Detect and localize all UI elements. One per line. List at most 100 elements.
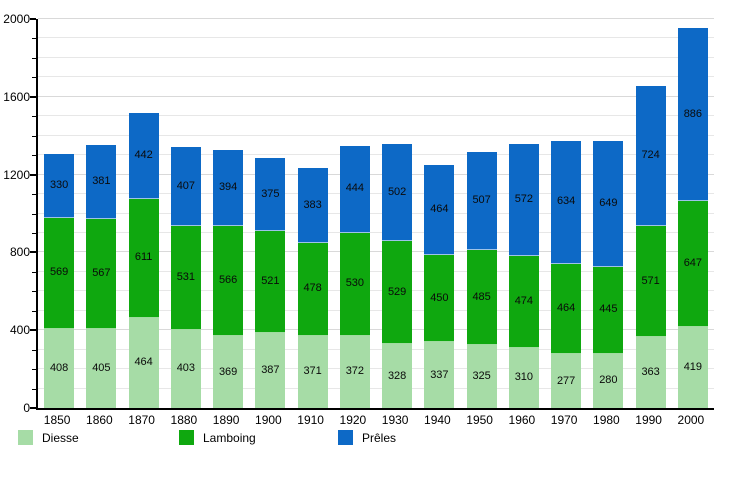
bar-segment-lamboing: 529 xyxy=(382,241,413,345)
bar-1970: 277 464 634 xyxy=(551,19,582,408)
bar-segment-preles: 886 xyxy=(677,28,708,201)
bar-1950: 325 485 507 xyxy=(466,19,497,408)
bar-value-label: 383 xyxy=(303,198,322,211)
bar-segment-preles: 375 xyxy=(255,158,286,232)
bar-slot-1890: 369 566 394 xyxy=(207,19,249,408)
bar-segment-diesse: 325 xyxy=(466,344,497,408)
bar-segment-lamboing: 521 xyxy=(255,231,286,333)
y-axis-tick xyxy=(32,57,36,59)
bar-value-label: 571 xyxy=(641,274,660,287)
bar-segment-lamboing: 531 xyxy=(170,226,201,330)
x-axis-label-1900: 1900 xyxy=(255,413,282,427)
bar-value-label: 634 xyxy=(556,195,576,208)
bar-value-label: 407 xyxy=(176,179,196,192)
bar-value-label: 485 xyxy=(472,290,491,303)
gridline xyxy=(38,348,714,350)
bar-segment-diesse: 372 xyxy=(339,335,370,408)
bar-slot-1900: 387 521 375 xyxy=(249,19,291,408)
bar-slot-1880: 403 531 407 xyxy=(165,19,207,408)
bar-value-label: 464 xyxy=(556,302,576,314)
bar-value-label: 529 xyxy=(387,285,407,298)
bar-segment-lamboing: 569 xyxy=(44,218,75,329)
bar-value-label: 387 xyxy=(261,363,280,376)
legend-item-preles: Prêles xyxy=(338,430,396,445)
y-axis-tick xyxy=(32,388,36,390)
x-axis-label-1910: 1910 xyxy=(297,413,324,427)
y-axis-label: 1200 xyxy=(3,167,30,182)
bar-1930: 328 529 502 xyxy=(382,19,413,408)
legend-item-lamboing: Lamboing xyxy=(179,430,256,445)
bar-segment-preles: 383 xyxy=(297,168,328,243)
x-axis-label-1850: 1850 xyxy=(43,413,71,427)
bar-segment-lamboing: 530 xyxy=(339,232,370,336)
x-axis-label-2000: 2000 xyxy=(677,413,705,427)
bar-value-label: 445 xyxy=(599,303,618,316)
y-axis-tick xyxy=(30,251,36,254)
bar-slot-1870: 464 611 442 xyxy=(123,19,165,408)
bar-slot-2000: 419 647 886 xyxy=(672,19,714,408)
y-axis-tick xyxy=(32,213,36,215)
bar-segment-diesse: 403 xyxy=(170,329,201,408)
gridline xyxy=(38,387,714,389)
x-axis-label-1940: 1940 xyxy=(424,413,451,427)
bar-value-label: 403 xyxy=(176,362,196,375)
x-axis-label-1880: 1880 xyxy=(170,413,198,427)
bar-slot-1950: 325 485 507 xyxy=(461,19,503,408)
bar-value-label: 724 xyxy=(641,148,660,161)
bar-segment-preles: 724 xyxy=(635,85,666,227)
bar-value-label: 530 xyxy=(345,277,365,290)
bar-slot-1960: 310 474 572 xyxy=(503,19,545,408)
bar-segment-lamboing: 485 xyxy=(466,250,497,345)
bar-value-label: 566 xyxy=(218,274,238,287)
y-axis-tick xyxy=(32,38,36,40)
bar-slot-1990: 363 571 724 xyxy=(630,19,672,408)
bar-value-label: 442 xyxy=(134,148,153,161)
bar-1980: 280 445 649 xyxy=(593,19,624,408)
plot-area: 0 400 800 1200 1600 2000 408 569 330 405 567 381 46… xyxy=(3,13,714,414)
x-axis-label-1860: 1860 xyxy=(86,413,113,427)
x-axis-label-1990: 1990 xyxy=(635,413,662,427)
x-axis-label-1890: 1890 xyxy=(212,413,240,427)
bar-value-label: 572 xyxy=(514,192,534,205)
x-axis-label-1870: 1870 xyxy=(128,413,155,427)
gridline xyxy=(38,173,714,175)
bar-value-label: 280 xyxy=(599,374,618,387)
bar-value-label: 419 xyxy=(683,360,703,373)
bar-value-label: 325 xyxy=(472,369,491,382)
bar-segment-lamboing: 450 xyxy=(424,254,455,343)
gridline xyxy=(38,270,714,272)
bar-segment-preles: 394 xyxy=(213,149,244,227)
bar-value-label: 381 xyxy=(92,174,111,187)
legend-label-diesse: Diesse xyxy=(42,430,79,445)
bar-segment-lamboing: 571 xyxy=(635,226,666,338)
gridline xyxy=(38,193,714,195)
bar-segment-lamboing: 464 xyxy=(551,263,582,355)
bar-segment-preles: 634 xyxy=(551,140,582,264)
bar-segment-diesse: 337 xyxy=(424,342,455,408)
legend-swatch-diesse xyxy=(18,430,33,445)
bar-value-label: 375 xyxy=(261,187,280,200)
gridline xyxy=(38,368,714,370)
bar-segment-diesse: 369 xyxy=(213,336,244,408)
y-axis-label: 400 xyxy=(9,323,30,338)
bar-segment-diesse: 387 xyxy=(255,332,286,408)
bar-value-label: 474 xyxy=(514,294,534,307)
bar-segment-preles: 507 xyxy=(466,151,497,251)
gridline xyxy=(38,290,714,292)
bar-segment-lamboing: 478 xyxy=(297,242,328,336)
gridline xyxy=(38,37,714,39)
bar-1940: 337 450 464 xyxy=(424,19,455,408)
bar-segment-lamboing: 611 xyxy=(128,198,159,318)
gridline xyxy=(38,309,714,311)
gridline xyxy=(38,212,714,214)
bar-value-label: 507 xyxy=(472,194,491,207)
bar-segment-lamboing: 566 xyxy=(213,226,244,337)
y-axis-tick xyxy=(32,155,36,157)
bar-slot-1860: 405 567 381 xyxy=(80,19,122,408)
bar-segment-diesse: 363 xyxy=(635,337,666,408)
bar-1990: 363 571 724 xyxy=(635,19,666,408)
gridline xyxy=(38,134,714,136)
y-axis-tick xyxy=(30,329,36,332)
bar-slot-1940: 337 450 464 xyxy=(418,19,460,408)
bar-segment-diesse: 328 xyxy=(382,344,413,408)
